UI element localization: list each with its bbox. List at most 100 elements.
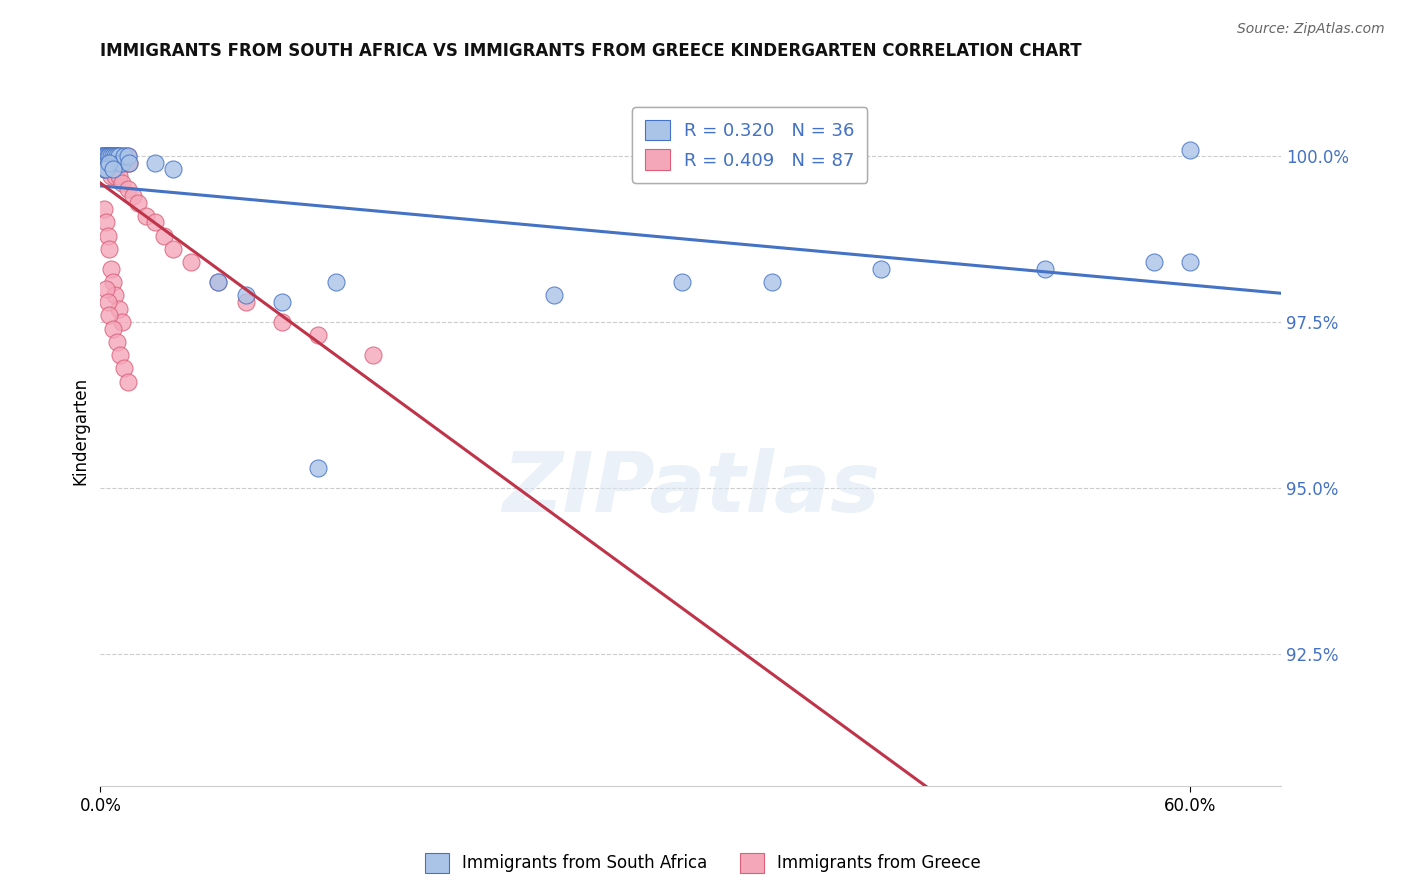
Point bbox=[117, 149, 139, 163]
Point bbox=[112, 361, 135, 376]
Point bbox=[110, 348, 132, 362]
Point bbox=[94, 156, 117, 170]
Point bbox=[761, 275, 783, 289]
Point bbox=[671, 275, 693, 289]
Point bbox=[114, 149, 136, 163]
Point bbox=[112, 149, 135, 163]
Point bbox=[91, 149, 114, 163]
Point bbox=[101, 149, 124, 163]
Point bbox=[94, 282, 117, 296]
Point bbox=[143, 156, 166, 170]
Point bbox=[271, 315, 294, 329]
Point bbox=[94, 149, 117, 163]
Point bbox=[101, 156, 124, 170]
Point bbox=[162, 242, 184, 256]
Point bbox=[97, 149, 120, 163]
Legend: R = 0.320   N = 36, R = 0.409   N = 87: R = 0.320 N = 36, R = 0.409 N = 87 bbox=[633, 107, 868, 183]
Point bbox=[94, 149, 117, 163]
Point bbox=[91, 149, 114, 163]
Point bbox=[98, 162, 121, 177]
Point bbox=[97, 228, 120, 243]
Point bbox=[98, 149, 121, 163]
Point bbox=[105, 149, 128, 163]
Point bbox=[107, 156, 129, 170]
Point bbox=[307, 460, 329, 475]
Point bbox=[135, 209, 157, 223]
Point bbox=[91, 149, 114, 163]
Point bbox=[105, 149, 128, 163]
Point bbox=[98, 156, 121, 170]
Point bbox=[180, 255, 202, 269]
Point bbox=[100, 261, 122, 276]
Point bbox=[117, 375, 139, 389]
Point bbox=[98, 149, 121, 163]
Point bbox=[112, 156, 135, 170]
Point bbox=[100, 169, 122, 183]
Point bbox=[118, 156, 141, 170]
Point bbox=[207, 275, 229, 289]
Point bbox=[104, 149, 127, 163]
Point bbox=[105, 149, 128, 163]
Point bbox=[97, 295, 120, 310]
Point bbox=[1143, 255, 1166, 269]
Point bbox=[107, 156, 129, 170]
Point bbox=[94, 156, 117, 170]
Point bbox=[93, 149, 115, 163]
Point bbox=[271, 295, 294, 310]
Legend: Immigrants from South Africa, Immigrants from Greece: Immigrants from South Africa, Immigrants… bbox=[419, 847, 987, 880]
Point bbox=[110, 149, 132, 163]
Text: IMMIGRANTS FROM SOUTH AFRICA VS IMMIGRANTS FROM GREECE KINDERGARTEN CORRELATION : IMMIGRANTS FROM SOUTH AFRICA VS IMMIGRAN… bbox=[100, 42, 1083, 60]
Point bbox=[543, 288, 565, 302]
Point bbox=[91, 156, 114, 170]
Point bbox=[98, 149, 121, 163]
Point bbox=[112, 149, 135, 163]
Point bbox=[104, 156, 127, 170]
Point bbox=[111, 149, 134, 163]
Point bbox=[111, 315, 134, 329]
Point bbox=[110, 156, 132, 170]
Point bbox=[97, 162, 120, 177]
Point bbox=[94, 162, 117, 177]
Point bbox=[94, 149, 117, 163]
Point bbox=[97, 149, 120, 163]
Point bbox=[98, 308, 121, 322]
Point bbox=[97, 156, 120, 170]
Point bbox=[117, 149, 139, 163]
Y-axis label: Kindergarten: Kindergarten bbox=[72, 377, 89, 485]
Point bbox=[235, 288, 257, 302]
Point bbox=[93, 156, 115, 170]
Point bbox=[93, 202, 115, 217]
Point bbox=[104, 149, 127, 163]
Point bbox=[111, 156, 134, 170]
Point bbox=[104, 149, 127, 163]
Point bbox=[1178, 255, 1201, 269]
Point bbox=[117, 156, 139, 170]
Point bbox=[101, 156, 124, 170]
Point bbox=[93, 149, 115, 163]
Point bbox=[870, 261, 893, 276]
Point bbox=[101, 275, 124, 289]
Point bbox=[143, 215, 166, 229]
Point bbox=[128, 195, 150, 210]
Point bbox=[104, 169, 127, 183]
Point bbox=[361, 348, 384, 362]
Point bbox=[111, 156, 134, 170]
Point bbox=[307, 328, 329, 343]
Point bbox=[100, 149, 122, 163]
Point bbox=[101, 156, 124, 170]
Point bbox=[93, 149, 115, 163]
Point bbox=[101, 321, 124, 335]
Point bbox=[105, 156, 128, 170]
Point bbox=[107, 301, 129, 316]
Point bbox=[98, 156, 121, 170]
Point bbox=[107, 169, 129, 183]
Point bbox=[107, 149, 129, 163]
Point bbox=[101, 149, 124, 163]
Point bbox=[1178, 143, 1201, 157]
Point bbox=[107, 149, 129, 163]
Point bbox=[325, 275, 347, 289]
Point bbox=[118, 156, 141, 170]
Text: Source: ZipAtlas.com: Source: ZipAtlas.com bbox=[1237, 22, 1385, 37]
Point bbox=[97, 149, 120, 163]
Point bbox=[207, 275, 229, 289]
